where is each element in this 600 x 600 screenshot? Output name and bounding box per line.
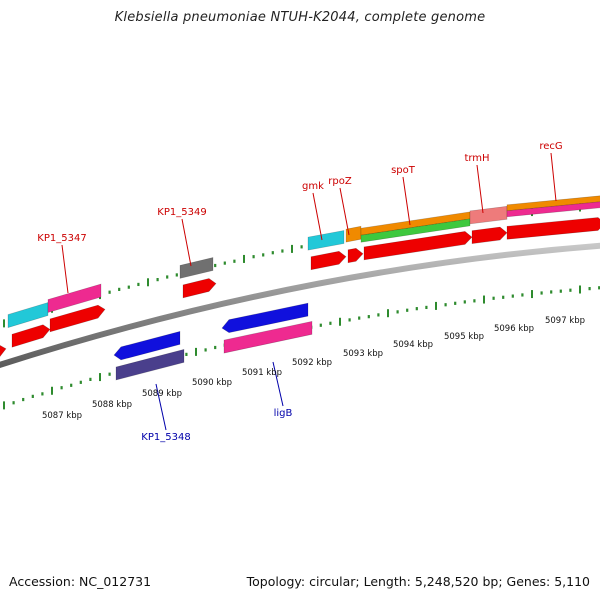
gene-label-rpoz[interactable]: rpoZ: [328, 176, 352, 187]
gene-label-gmk[interactable]: gmk: [302, 181, 324, 192]
genome-summary: Topology: circular; Length: 5,248,520 bp…: [246, 574, 590, 589]
accession-label: Accession: NC_012731: [9, 574, 152, 589]
gene-kp1-5347-arrow[interactable]: [11, 324, 51, 348]
gene-label-kp1_5349[interactable]: KP1_5349: [157, 207, 206, 218]
genome-backbone-layer: [0, 242, 600, 368]
cog-box-trmH[interactable]: [469, 205, 508, 225]
gene-kp1-5347b-arrow[interactable]: [49, 304, 106, 333]
cog-box-kp1-5347a[interactable]: [7, 302, 49, 328]
scale-label: 5091 kbp: [242, 368, 282, 378]
map-title: Klebsiella pneumoniae NTUH-K2044, comple…: [114, 10, 486, 25]
gene-labels: KP1_5347 KP1_5349 gmk rpoZ spoT trmH recG KP1_5…: [37, 141, 562, 443]
scale-label: 5088 kbp: [92, 400, 132, 410]
gene-kp1-5348-arrow[interactable]: [113, 331, 181, 361]
leader-kp1_5349: [181, 218, 192, 267]
scale-label: 5096 kbp: [494, 324, 534, 334]
cog-box-kp1-5348[interactable]: [115, 349, 185, 381]
leader-spot: [402, 176, 411, 226]
gene-features: [0, 195, 600, 381]
gene-gmk-arrow[interactable]: [310, 250, 347, 271]
cog-box-ligB[interactable]: [223, 320, 313, 354]
leader-gmk: [312, 192, 323, 241]
gene-label-kp1_5348[interactable]: KP1_5348: [141, 432, 190, 443]
cog-box-gmk[interactable]: [307, 230, 345, 251]
gene-kp1-5346-arrow[interactable]: [0, 345, 7, 359]
scale-labels: 5087 kbp 5088 kbp 5089 kbp 5090 kbp 5091 kbp…: [42, 316, 585, 421]
leader-trmh: [476, 164, 484, 214]
scale-label: 5089 kbp: [142, 389, 182, 399]
gene-trmH-arrow[interactable]: [471, 226, 508, 244]
scale-label: 5093 kbp: [343, 349, 383, 359]
cog-box-recG-bottom[interactable]: [506, 201, 600, 218]
gene-label-ligb[interactable]: ligB: [274, 408, 293, 419]
cog-box-recG-top[interactable]: [506, 195, 600, 212]
leader-kp1_5348: [155, 383, 167, 431]
gene-label-kp1_5347[interactable]: KP1_5347: [37, 233, 86, 244]
cog-box-kp1-5347b[interactable]: [47, 283, 102, 313]
gene-spoT-arrow[interactable]: [363, 231, 473, 261]
gene-recG-arrow[interactable]: [506, 217, 600, 240]
scale-label: 5097 kbp: [545, 316, 585, 326]
gene-label-spot[interactable]: spoT: [391, 165, 416, 176]
cog-box-kp1-5349[interactable]: [179, 257, 214, 279]
scale-label: 5095 kbp: [444, 332, 484, 342]
scale-label: 5094 kbp: [393, 340, 433, 350]
leader-rpoz: [339, 187, 350, 236]
label-leaders: [61, 152, 557, 431]
leader-recg: [550, 152, 557, 202]
scale-label: 5092 kbp: [292, 358, 332, 368]
gene-label-trmh[interactable]: trmH: [464, 153, 489, 164]
gene-label-recg[interactable]: recG: [539, 141, 562, 152]
scale-label: 5090 kbp: [192, 378, 232, 388]
gene-kp1-5349-arrow[interactable]: [182, 278, 217, 299]
scale-label: 5087 kbp: [42, 411, 82, 421]
cog-box-spoT-bottom[interactable]: [360, 218, 471, 243]
genome-backbone: [0, 242, 600, 368]
gene-rpoZ-arrow[interactable]: [347, 247, 364, 264]
leader-kp1_5347: [61, 244, 69, 294]
leader-ligb: [272, 361, 284, 407]
gene-ligB-arrow[interactable]: [221, 302, 309, 333]
